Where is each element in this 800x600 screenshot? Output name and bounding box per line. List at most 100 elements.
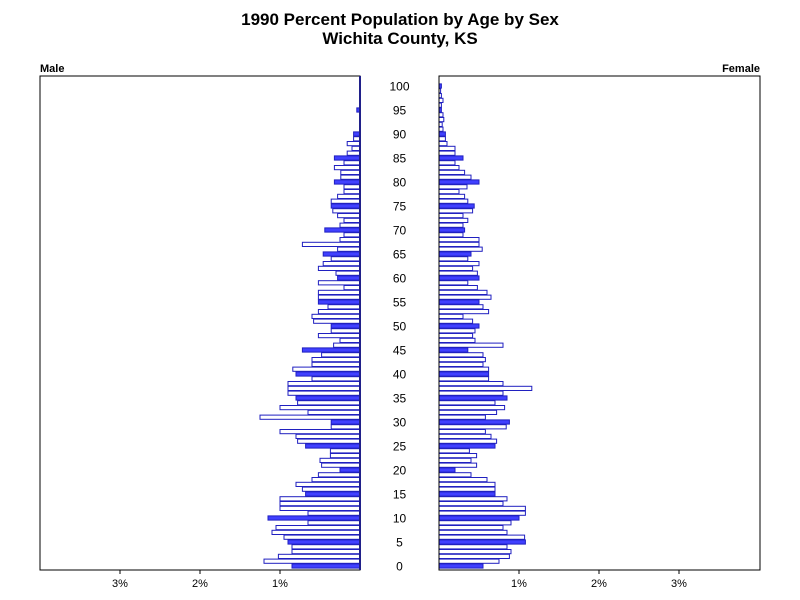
male-bar xyxy=(343,285,361,291)
male-bar xyxy=(275,525,361,531)
age-label: 95 xyxy=(393,104,407,118)
female-bar xyxy=(438,227,466,233)
female-bar xyxy=(438,381,504,387)
female-bar xyxy=(438,198,469,204)
male-bar xyxy=(330,419,361,425)
x-tick-label: 3% xyxy=(112,578,128,590)
male-bar xyxy=(279,496,361,502)
chart-title: 1990 Percent Population by Age by Sex xyxy=(241,10,559,29)
age-label: 90 xyxy=(393,128,407,142)
female-bar xyxy=(438,165,460,171)
male-bar xyxy=(339,467,361,473)
male-bar xyxy=(287,539,361,545)
age-label: 25 xyxy=(393,440,407,454)
male-bar xyxy=(311,357,361,363)
male-bar xyxy=(307,409,361,415)
female-bar xyxy=(438,232,464,238)
male-bar xyxy=(279,505,361,511)
male-bar xyxy=(279,501,361,507)
female-bar xyxy=(438,424,507,430)
x-tick-label: 2% xyxy=(192,578,208,590)
female-bar xyxy=(438,174,472,180)
x-tick-label: 1% xyxy=(511,578,527,590)
male-bar xyxy=(279,405,361,411)
female-bar xyxy=(438,141,448,147)
male-bar xyxy=(317,294,361,300)
female-bar xyxy=(438,285,478,291)
male-bar xyxy=(343,217,361,224)
female-bar xyxy=(438,261,480,267)
male-bar xyxy=(327,304,361,310)
male-bar xyxy=(317,472,361,478)
female-bar xyxy=(438,467,456,473)
female-bar xyxy=(438,357,486,363)
male-bar xyxy=(346,141,361,147)
x-axis-ticks: 3% 2% 1% 1% 2% 3% xyxy=(112,570,687,590)
male-bar xyxy=(351,145,361,152)
male-bar xyxy=(295,395,361,401)
female-bar xyxy=(438,462,478,468)
male-bar xyxy=(295,481,361,487)
male-bar xyxy=(295,371,361,377)
age-axis-labels: 1009590858075706560555045403530252015105… xyxy=(389,80,409,574)
male-bar xyxy=(301,241,361,248)
male-label: Male xyxy=(40,63,64,75)
x-tick-label: 3% xyxy=(671,578,687,590)
male-bar xyxy=(311,477,361,483)
female-bar xyxy=(438,342,504,348)
male-bar xyxy=(339,237,361,243)
male-bar xyxy=(330,256,361,262)
male-bar xyxy=(311,376,361,382)
male-bar xyxy=(317,289,361,295)
age-label: 80 xyxy=(393,176,407,190)
male-bar xyxy=(339,337,361,343)
female-bar xyxy=(438,505,526,511)
female-bar xyxy=(438,443,496,449)
male-bar xyxy=(271,529,361,535)
female-bar xyxy=(438,299,480,305)
female-bar xyxy=(438,222,464,228)
female-bar xyxy=(438,333,474,339)
female-bar xyxy=(438,366,490,372)
female-bar xyxy=(438,193,466,200)
male-bar xyxy=(317,333,361,339)
age-label: 10 xyxy=(393,512,407,526)
female-bar xyxy=(438,208,474,214)
female-bar xyxy=(438,117,445,123)
female-bar xyxy=(438,453,478,459)
age-label: 70 xyxy=(393,224,407,238)
female-bar xyxy=(438,352,484,358)
male-bar xyxy=(337,193,361,200)
female-bar xyxy=(438,491,496,497)
female-bar xyxy=(438,112,444,118)
female-bar xyxy=(438,337,476,343)
female-bar xyxy=(438,544,508,550)
female-bar xyxy=(438,400,496,406)
female-bar xyxy=(438,313,464,319)
female-bar xyxy=(438,256,469,262)
age-label: 20 xyxy=(393,464,407,478)
female-bar xyxy=(438,486,496,492)
male-bar xyxy=(297,400,361,406)
female-bar xyxy=(438,549,512,555)
male-bar xyxy=(339,222,361,228)
female-bar xyxy=(438,457,472,463)
male-bar xyxy=(291,544,361,550)
female-bar xyxy=(438,558,500,564)
male-bar xyxy=(305,443,361,449)
age-label: 100 xyxy=(389,80,409,94)
female-bar xyxy=(438,246,483,252)
age-label: 15 xyxy=(393,488,407,502)
male-bar xyxy=(287,381,361,387)
male-bar xyxy=(333,342,361,348)
female-bar xyxy=(438,241,480,248)
female-bar xyxy=(438,501,504,507)
male-bar xyxy=(279,429,361,435)
female-bar xyxy=(438,481,496,487)
age-label: 50 xyxy=(393,320,407,334)
age-label: 60 xyxy=(393,272,407,286)
male-bar xyxy=(337,246,361,252)
female-bar xyxy=(438,525,504,531)
male-bar xyxy=(330,328,361,334)
